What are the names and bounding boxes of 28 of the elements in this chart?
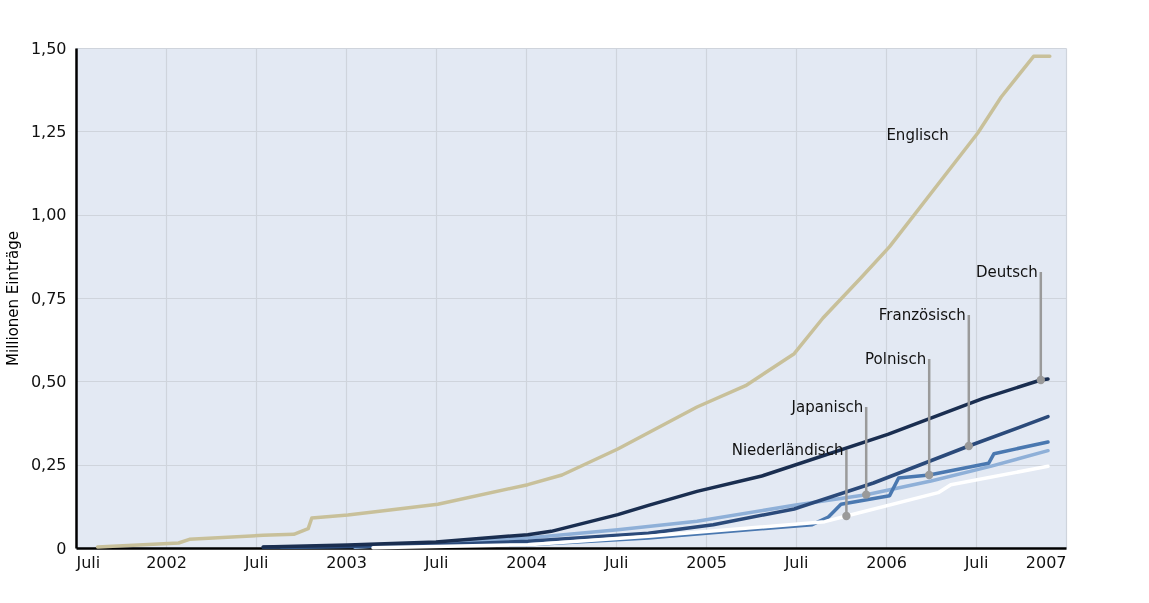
y-tick-label: 0,25 [30,455,67,475]
x-tick-label: 2003 [326,552,367,572]
x-tick-label: 2006 [866,552,907,572]
series-label: Englisch [886,126,949,144]
x-tick-label: 2007 [1025,552,1067,572]
text: Polnisch [865,350,927,368]
text: Deutsch [976,263,1038,281]
text: Französisch [878,306,966,324]
x-tick-label: Juli [963,552,989,572]
x-tick-label: Juli [423,552,449,572]
text: Niederländisch [731,441,844,459]
line-series [371,464,1050,550]
x-tick-label: 2005 [686,552,727,572]
y-axis-title: Millionen Einträge [3,231,22,366]
y-tick-label: 0,50 [30,371,67,391]
y-tick-label: 1,50 [30,38,67,58]
x-tick-label: Juli [75,552,101,572]
text: Japanisch [790,398,864,416]
y-tick-label: 0,75 [30,288,67,308]
x-tick-label: 2002 [146,552,187,572]
y-tick-label: 1,25 [30,121,67,141]
x-tick-label: 2004 [506,552,547,572]
line-series [95,54,1052,549]
x-tick-label: Juli [243,552,269,572]
y-tick-label: 1,00 [30,205,67,225]
x-tick-label: Juli [783,552,809,572]
y-tick-label: 0 [56,538,67,558]
x-tick-label: Juli [603,552,629,572]
